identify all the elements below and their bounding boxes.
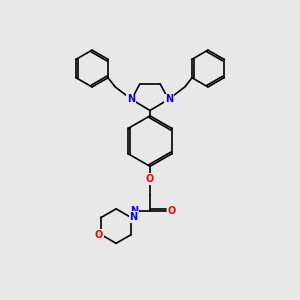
Text: N: N: [129, 212, 137, 222]
Text: N: N: [165, 94, 173, 104]
Text: N: N: [127, 94, 135, 104]
Text: O: O: [95, 230, 103, 240]
Text: N: N: [130, 206, 139, 216]
Text: O: O: [168, 206, 176, 216]
Text: O: O: [146, 174, 154, 184]
